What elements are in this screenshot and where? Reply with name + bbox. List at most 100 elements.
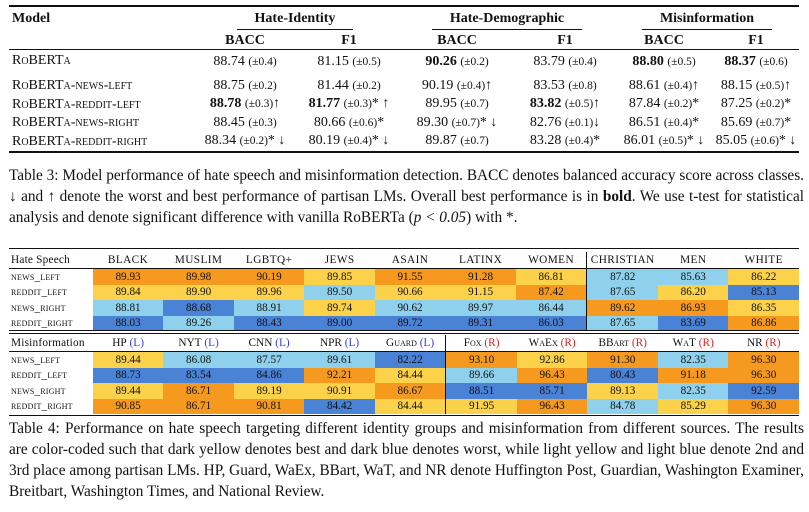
- color-coded-cell: 85.13: [728, 284, 799, 300]
- color-coded-cell: 89.84: [92, 284, 164, 300]
- table-3: Model Hate-Identity Hate-Demographic Mis…: [9, 5, 799, 153]
- column-header: NPR (L): [304, 335, 375, 352]
- color-coded-cell: 86.20: [658, 284, 729, 300]
- column-header: WOMEN: [515, 252, 587, 269]
- color-coded-cell: 84.44: [374, 367, 446, 383]
- metric-header: BACC: [644, 32, 684, 48]
- column-header: WaT (R): [657, 335, 729, 352]
- table-row: RoBERTa-news-left 88.75 (±0.2) 81.44 (±0.2…: [9, 72, 799, 96]
- column-header: BLACK: [92, 252, 164, 269]
- color-coded-cell: 84.86: [233, 367, 305, 383]
- color-coded-cell: 87.65: [586, 284, 659, 300]
- color-coded-cell: 88.91: [233, 300, 305, 316]
- column-header: MUSLIM: [163, 252, 234, 269]
- color-coded-cell: 86.22: [728, 268, 799, 285]
- model-label: reddit_left: [11, 286, 68, 299]
- model-label: news_left: [11, 353, 61, 366]
- section-label: Misinformation: [9, 335, 93, 352]
- color-coded-cell: 86.86: [728, 315, 799, 331]
- metric-header: BACC: [437, 32, 477, 48]
- color-coded-cell: 91.55: [374, 268, 446, 285]
- color-coded-cell: 83.54: [163, 367, 234, 383]
- color-coded-cell: 86.71: [163, 398, 234, 414]
- score-cell: 90.26 (±0.2): [399, 49, 515, 72]
- metric-header: F1: [748, 32, 764, 48]
- table-row: RoBERTa-reddit-right 88.34 (±0.2)* ↓ 80.19…: [9, 132, 799, 152]
- color-coded-cell: 85.29: [657, 398, 729, 414]
- color-coded-cell: 88.73: [92, 367, 164, 383]
- color-coded-cell: 87.65: [586, 315, 659, 331]
- color-coded-cell: 85.71: [516, 383, 588, 399]
- score-cell: 83.28 (±0.4)*: [529, 133, 601, 148]
- color-coded-cell: 91.95: [445, 398, 517, 414]
- column-header: MEN: [658, 252, 729, 269]
- color-coded-cell: 96.43: [516, 398, 588, 414]
- color-coded-cell: 96.30: [728, 351, 799, 368]
- score-cell: 81.44 (±0.2): [317, 77, 381, 93]
- score-cell: 81.77 (±0.3)* ↑: [308, 96, 390, 111]
- color-coded-cell: 86.67: [374, 383, 446, 399]
- color-coded-cell: 89.19: [233, 383, 305, 399]
- score-cell: 88.74 (±0.4): [191, 49, 299, 72]
- color-coded-cell: 96.43: [516, 367, 588, 383]
- color-coded-cell: 82.35: [657, 383, 729, 399]
- group-header-hate-demographic: Hate-Demographic: [399, 6, 615, 30]
- column-header: NR (R): [728, 335, 799, 352]
- color-coded-cell: 89.26: [163, 315, 234, 331]
- column-header: HP (L): [92, 335, 164, 352]
- score-cell: 83.79 (±0.4): [515, 49, 615, 72]
- color-coded-cell: 86.35: [728, 300, 799, 316]
- color-coded-cell: 92.59: [728, 383, 799, 399]
- color-coded-cell: 89.61: [304, 351, 375, 368]
- metric-header: F1: [557, 32, 573, 48]
- color-coded-cell: 86.93: [658, 300, 729, 316]
- score-cell: 87.84 (±0.2)*: [628, 96, 700, 111]
- color-coded-cell: 88.81: [92, 300, 164, 316]
- color-coded-cell: 89.97: [445, 300, 516, 316]
- color-coded-cell: 82.22: [374, 351, 446, 368]
- model-label: reddit_right: [11, 317, 73, 330]
- score-cell: 82.76 (±0.1)↓: [529, 114, 601, 130]
- table-divider: [9, 330, 799, 334]
- color-coded-cell: 91.30: [587, 351, 658, 368]
- score-cell: 90.19 (±0.4)↑: [421, 77, 493, 93]
- score-cell: 88.61 (±0.4)↑: [628, 77, 700, 93]
- score-cell: 87.25 (±0.2)*: [720, 96, 792, 111]
- color-coded-cell: 89.62: [586, 300, 659, 316]
- score-cell: 85.05 (±0.6)* ↓: [715, 133, 797, 148]
- color-coded-cell: 89.72: [374, 315, 446, 331]
- score-cell: 88.15 (±0.5)↑: [720, 77, 792, 93]
- color-coded-cell: 92.86: [516, 351, 588, 368]
- color-coded-cell: 88.43: [233, 315, 305, 331]
- score-cell: 88.45 (±0.3): [213, 114, 277, 130]
- color-coded-cell: 89.66: [445, 367, 517, 383]
- table-row: news_left 89.93 89.98 90.19 89.85 91.55 91.28 8…: [9, 268, 799, 285]
- color-coded-cell: 84.42: [304, 398, 375, 414]
- color-coded-cell: 90.19: [233, 268, 305, 285]
- color-coded-cell: 90.91: [304, 383, 375, 399]
- color-coded-cell: 86.81: [515, 268, 587, 285]
- color-coded-cell: 93.10: [445, 351, 517, 368]
- color-coded-cell: 88.68: [163, 300, 234, 316]
- table-4-caption: Table 4: Performance on hate speech targ…: [9, 420, 804, 500]
- score-cell: 88.34 (±0.2)* ↓: [204, 133, 286, 148]
- score-cell: 89.87 (±0.7): [425, 133, 489, 148]
- table-3-caption: Table 3: Model performance of hate speec…: [9, 167, 804, 226]
- color-coded-cell: 89.96: [233, 284, 305, 300]
- color-coded-cell: 89.90: [163, 284, 234, 300]
- table-row: reddit_left 89.84 89.90 89.96 89.50 90.66 91.1…: [9, 284, 799, 300]
- color-coded-cell: 83.69: [658, 315, 729, 331]
- model-name: RoBERTa-news-right: [12, 115, 139, 130]
- color-coded-cell: 91.18: [657, 367, 729, 383]
- color-coded-cell: 87.42: [515, 284, 587, 300]
- model-label: news_right: [11, 384, 66, 397]
- score-cell: 81.15 (±0.5): [299, 49, 399, 72]
- column-header: WHITE: [728, 252, 799, 269]
- group-header-misinformation: Misinformation: [615, 6, 799, 30]
- color-coded-cell: 84.78: [587, 398, 658, 414]
- column-header: Fox (R): [445, 335, 517, 352]
- table-row: reddit_left 88.73 83.54 84.86 92.21 84.44 89.6…: [9, 367, 799, 383]
- score-cell: 83.82 (±0.5)↑: [529, 96, 601, 111]
- score-cell: 88.75 (±0.2): [213, 77, 277, 93]
- column-header: LGBTQ+: [233, 252, 305, 269]
